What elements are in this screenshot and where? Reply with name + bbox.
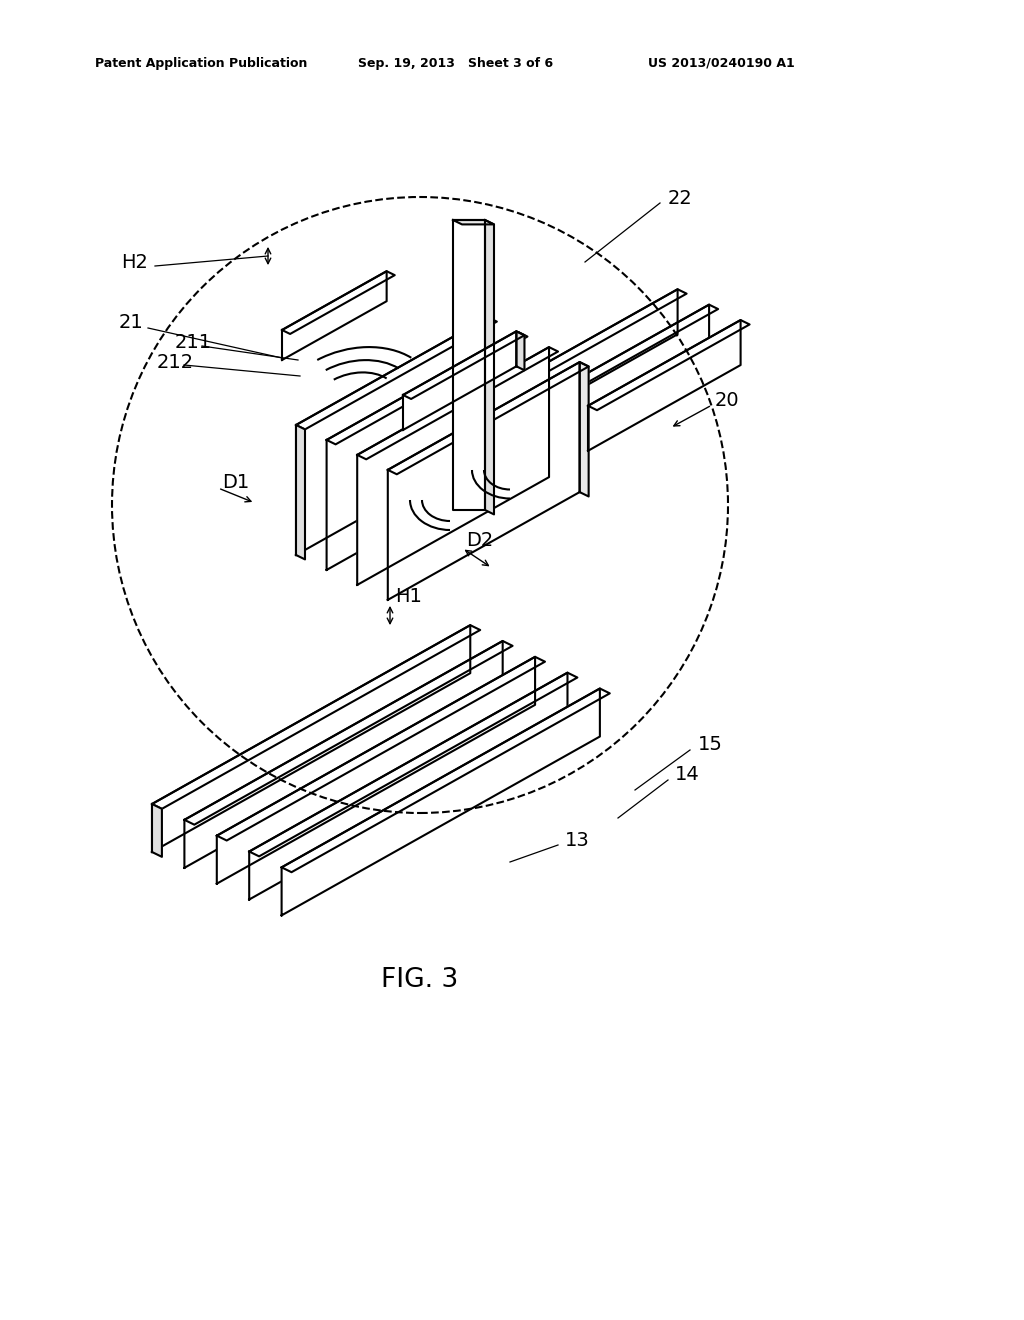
Polygon shape — [296, 317, 497, 429]
Polygon shape — [556, 305, 718, 395]
Text: US 2013/0240190 A1: US 2013/0240190 A1 — [648, 57, 795, 70]
Polygon shape — [588, 319, 750, 411]
Polygon shape — [152, 804, 162, 857]
Text: 15: 15 — [698, 735, 723, 755]
Polygon shape — [403, 331, 516, 430]
Text: Patent Application Publication: Patent Application Publication — [95, 57, 307, 70]
Text: Sep. 19, 2013   Sheet 3 of 6: Sep. 19, 2013 Sheet 3 of 6 — [358, 57, 553, 70]
Polygon shape — [327, 333, 527, 445]
Polygon shape — [588, 319, 740, 451]
Polygon shape — [217, 657, 545, 841]
Polygon shape — [249, 673, 578, 857]
Polygon shape — [327, 333, 518, 570]
Text: 13: 13 — [565, 830, 590, 850]
Text: FIG. 3: FIG. 3 — [381, 968, 459, 993]
Polygon shape — [282, 689, 600, 915]
Text: 212: 212 — [157, 352, 195, 371]
Polygon shape — [249, 673, 567, 899]
Polygon shape — [282, 271, 387, 360]
Polygon shape — [282, 689, 609, 873]
Text: D2: D2 — [466, 531, 494, 549]
Text: 14: 14 — [675, 766, 699, 784]
Text: 22: 22 — [668, 189, 693, 207]
Text: H2: H2 — [121, 252, 148, 272]
Polygon shape — [357, 347, 549, 585]
Polygon shape — [556, 305, 709, 436]
Polygon shape — [388, 362, 589, 474]
Polygon shape — [453, 220, 494, 224]
Polygon shape — [296, 425, 305, 560]
Text: H1: H1 — [395, 586, 422, 606]
Text: 20: 20 — [715, 391, 739, 409]
Polygon shape — [296, 317, 487, 554]
Polygon shape — [516, 331, 524, 370]
Text: 21: 21 — [118, 314, 143, 333]
Polygon shape — [357, 347, 558, 459]
Polygon shape — [184, 642, 513, 825]
Polygon shape — [217, 657, 536, 883]
Polygon shape — [580, 362, 589, 496]
Polygon shape — [525, 289, 678, 420]
Polygon shape — [282, 271, 394, 334]
Polygon shape — [184, 642, 503, 867]
Polygon shape — [453, 220, 485, 510]
Polygon shape — [485, 220, 494, 515]
Text: 211: 211 — [175, 333, 212, 351]
Polygon shape — [525, 289, 687, 379]
Polygon shape — [152, 626, 480, 809]
Polygon shape — [152, 626, 470, 851]
Polygon shape — [403, 331, 524, 399]
Text: D1: D1 — [222, 474, 249, 492]
Polygon shape — [388, 362, 580, 599]
